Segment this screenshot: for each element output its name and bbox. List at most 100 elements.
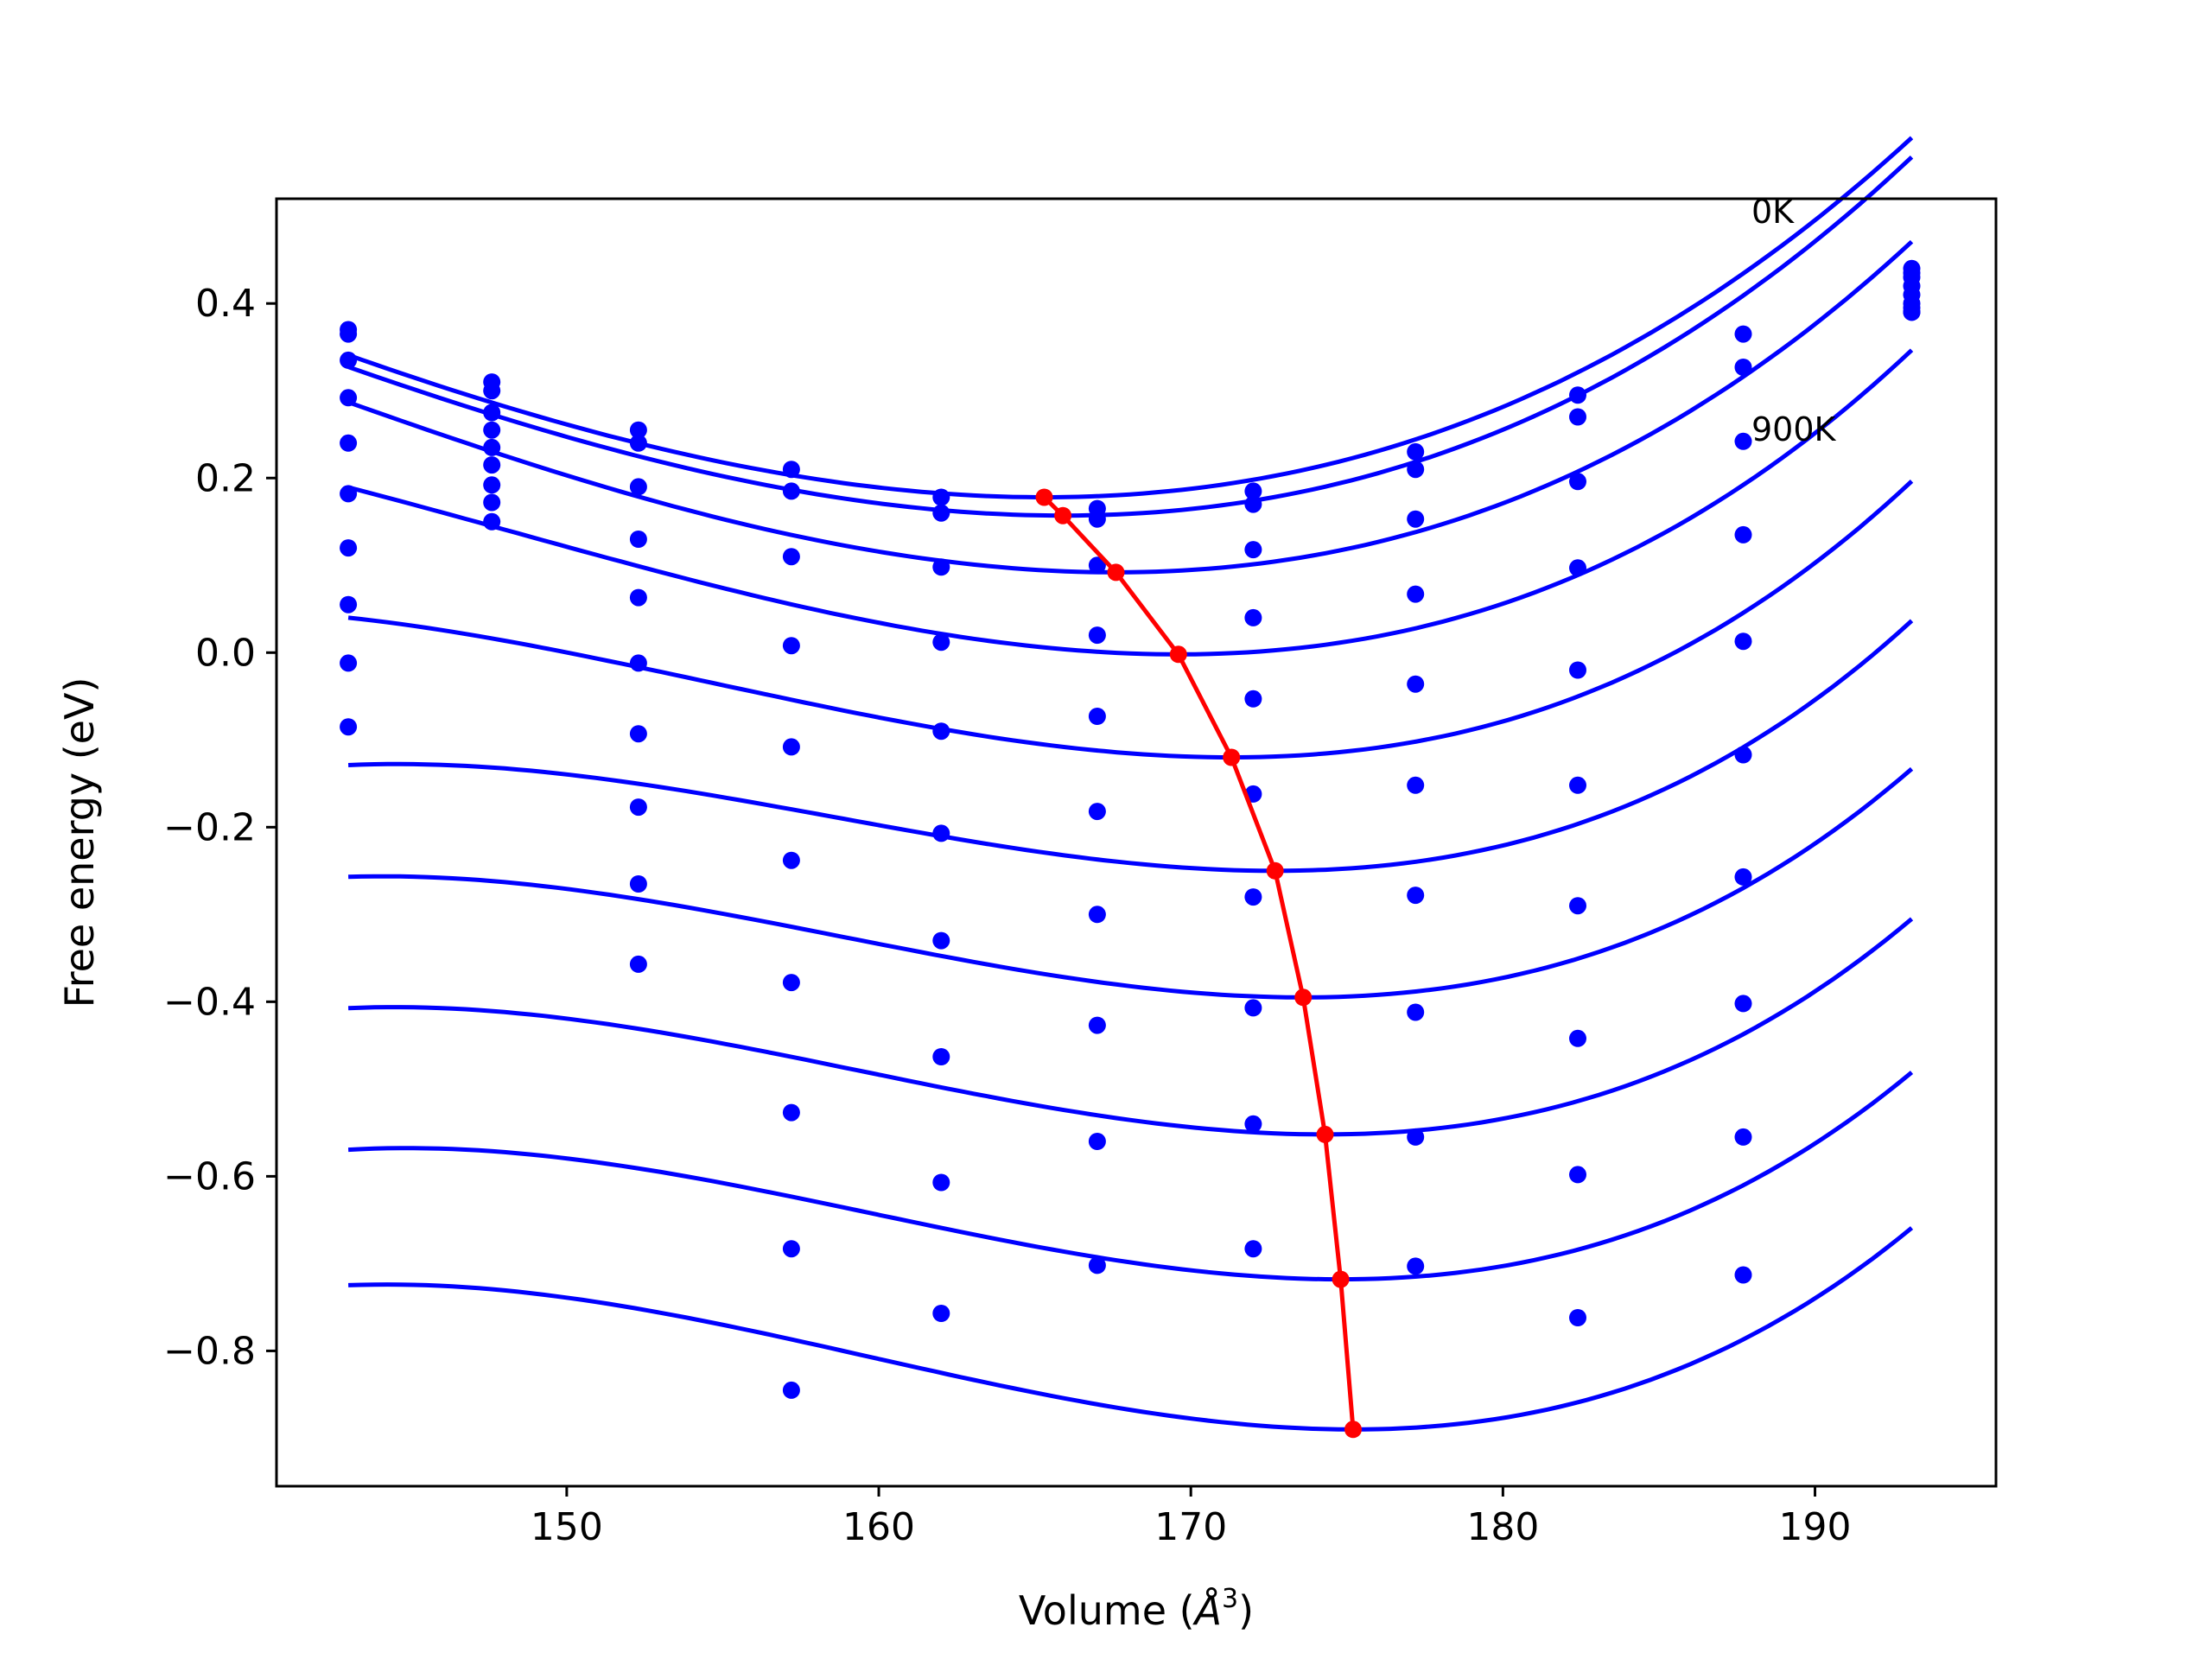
data-point-6-1 <box>340 485 358 503</box>
data-point-6-3 <box>629 654 647 672</box>
fit-curve-1 <box>347 136 1914 499</box>
equilibrium-point-10 <box>1344 1421 1362 1439</box>
data-point-1-8 <box>1407 442 1425 461</box>
data-point-9-10 <box>1734 1128 1752 1146</box>
equilibrium-point-7 <box>1294 988 1313 1007</box>
x-axis-title-text: Volume ( <box>1019 1587 1195 1634</box>
data-point-7-9 <box>1569 897 1586 915</box>
data-point-7-7 <box>1244 888 1262 906</box>
data-point-3-3 <box>629 478 647 496</box>
data-point-5-6 <box>1088 708 1106 725</box>
data-point-2-10 <box>1734 359 1752 376</box>
data-point-2-5 <box>932 504 950 522</box>
data-point-2-2 <box>483 382 501 400</box>
data-point-7-6 <box>1088 906 1106 924</box>
fit-curve-6 <box>348 619 1914 874</box>
equilibrium-point-4 <box>1169 645 1187 664</box>
data-point-9-7 <box>1244 1115 1262 1133</box>
data-point-10-10 <box>1734 1266 1752 1284</box>
data-point-7-5 <box>932 931 950 950</box>
fit-curve-2 <box>347 155 1914 518</box>
y-tick-label-3: −0.2 <box>163 805 256 849</box>
data-point-4-6 <box>1088 626 1106 645</box>
data-point-5-2 <box>483 438 501 456</box>
data-point-3-6 <box>1088 556 1106 575</box>
data-point-6-6 <box>1088 803 1106 821</box>
data-point-8-7 <box>1244 999 1262 1017</box>
data-point-5-10 <box>1734 632 1752 651</box>
data-point-8-6 <box>1088 1016 1106 1034</box>
y-tick-label-4: −0.4 <box>163 980 256 1024</box>
data-point-10-8 <box>1407 1257 1425 1275</box>
data-point-3-4 <box>782 548 800 566</box>
data-point-6-4 <box>782 851 800 869</box>
fit-curve-8 <box>348 917 1914 1137</box>
data-point-8-2 <box>483 493 501 512</box>
data-point-4-1 <box>340 389 358 407</box>
tick-group: 150 160 170 180 190 0.4 0.2 0.0 −0.2 −0.4 −0.6 −0.8 <box>163 282 1851 1549</box>
data-point-4-4 <box>782 637 800 655</box>
data-point-9-3 <box>629 875 647 893</box>
data-point-7-1 <box>340 539 358 557</box>
y-tick-label-5: −0.6 <box>163 1154 256 1198</box>
x-tick-label-160: 160 <box>842 1505 915 1549</box>
data-point-8-10 <box>1734 995 1752 1013</box>
data-point-5-7 <box>1244 690 1262 708</box>
data-point-3-5 <box>932 558 950 576</box>
data-point-8-4 <box>782 1103 800 1122</box>
data-point-1-5 <box>932 488 950 506</box>
annotation-900k: 900K <box>1751 410 1837 448</box>
data-point-8-8 <box>1407 1003 1425 1021</box>
fit-curve-5 <box>347 480 1914 760</box>
data-point-9-2 <box>483 512 501 531</box>
y-tick-label-0: 0.4 <box>195 282 256 326</box>
x-tick-label-150: 150 <box>531 1505 603 1549</box>
data-point-2-9 <box>1569 408 1586 426</box>
plot-area <box>340 136 1921 1439</box>
data-point-10-1 <box>340 718 358 736</box>
data-point-5-3 <box>629 588 647 607</box>
data-point-1-9 <box>1569 386 1586 404</box>
data-point-10-9 <box>1569 1309 1586 1326</box>
data-point-5-4 <box>782 738 800 756</box>
data-point-6-5 <box>932 824 950 842</box>
data-point-5-5 <box>932 722 950 741</box>
equilibrium-line <box>1042 495 1356 1430</box>
equilibrium-point-5 <box>1223 748 1241 766</box>
data-point-7-8 <box>1407 887 1425 905</box>
data-point-4-2 <box>483 421 501 439</box>
x-tick-label-190: 190 <box>1779 1505 1852 1549</box>
x-tick-label-180: 180 <box>1466 1505 1539 1549</box>
y-tick-label-6: −0.8 <box>163 1329 256 1373</box>
equilibrium-point-9 <box>1332 1270 1350 1288</box>
data-point-8-9 <box>1569 1029 1586 1047</box>
y-tick-label-2: 0.0 <box>195 631 256 675</box>
data-point-1-4 <box>782 461 800 479</box>
data-point-5-9 <box>1569 661 1586 679</box>
data-point-2-1 <box>340 325 358 343</box>
data-point-1-10 <box>1734 325 1752 343</box>
data-point-6-8 <box>1407 776 1425 794</box>
data-point-7-10 <box>1734 868 1752 886</box>
annotation-0k: 0K <box>1751 193 1795 231</box>
fit-curve-10 <box>348 1226 1914 1432</box>
x-axis-title-close: ) <box>1238 1587 1254 1634</box>
fit-curve-4 <box>347 348 1914 657</box>
data-point-4-5 <box>932 633 950 652</box>
equilibrium-point-1 <box>1035 488 1053 506</box>
data-point-1-7 <box>1244 482 1262 500</box>
x-axis-title-unit-symbol: Å <box>1192 1587 1222 1634</box>
data-point-3-9 <box>1569 473 1586 491</box>
data-point-3-8 <box>1407 510 1425 528</box>
data-point-9-8 <box>1407 1128 1425 1146</box>
data-point-8-1 <box>340 595 358 613</box>
fit-curve-9 <box>347 1071 1914 1282</box>
data-point-7-2 <box>483 476 501 494</box>
data-point-10-5 <box>932 1305 950 1322</box>
axes-frame <box>275 197 1998 1488</box>
data-point-4-7 <box>1244 608 1262 626</box>
data-point-6-9 <box>1569 776 1586 794</box>
data-point-7-3 <box>629 725 647 743</box>
